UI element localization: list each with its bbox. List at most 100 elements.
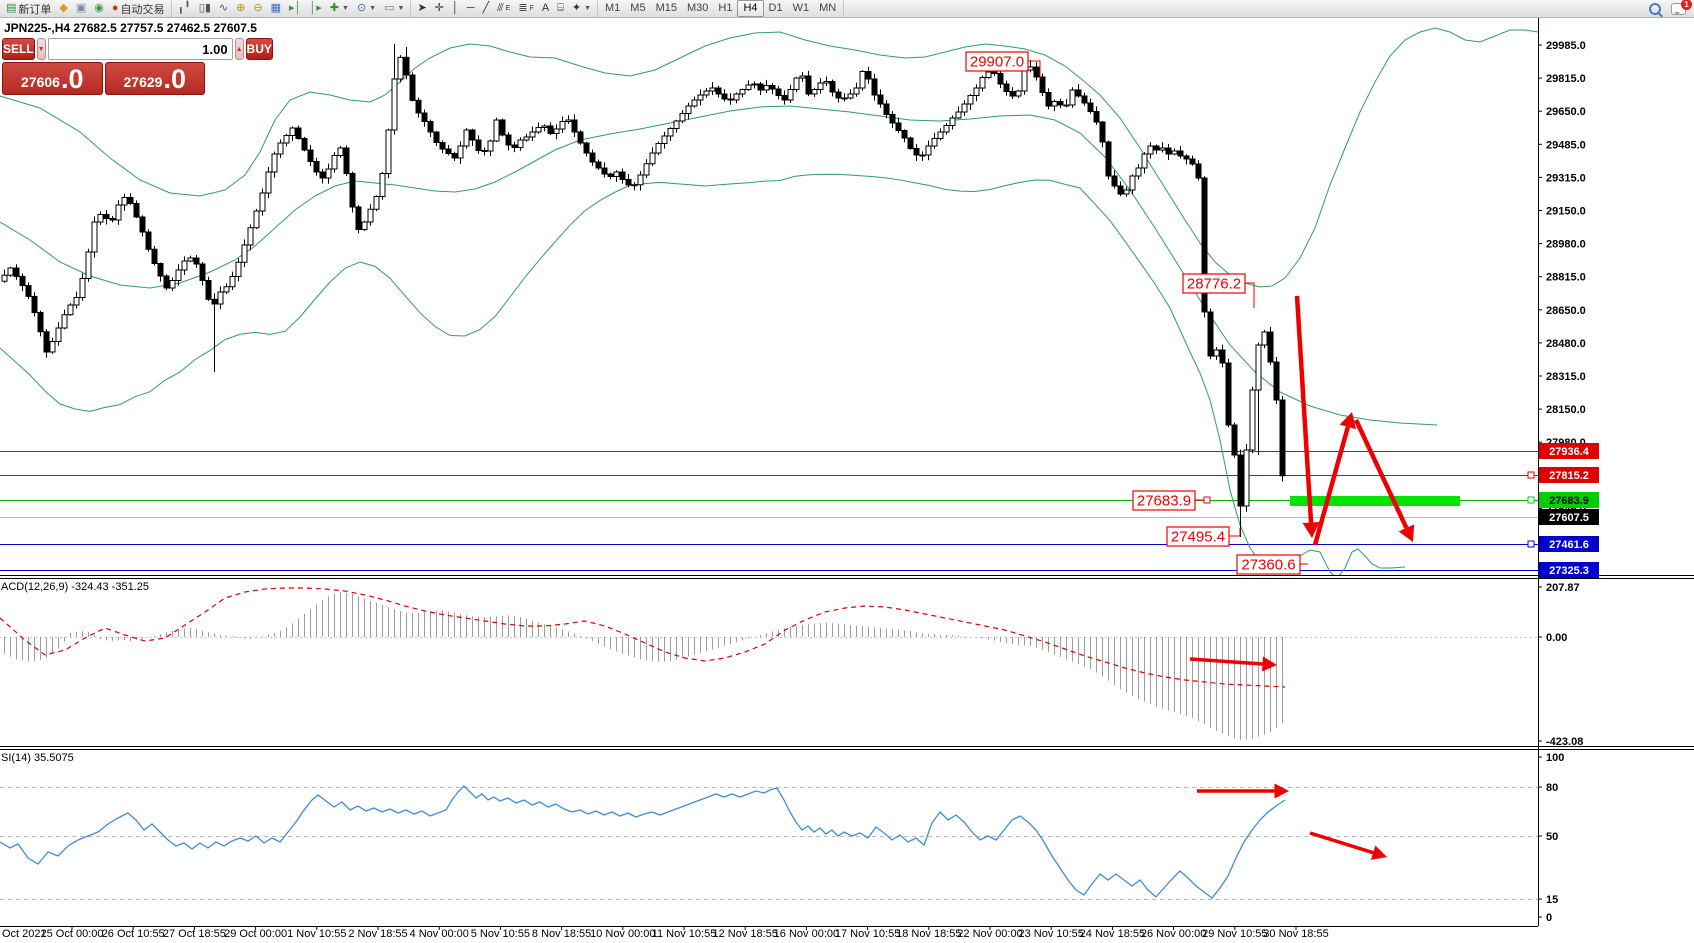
sell-price-pips: .0 xyxy=(60,64,84,94)
price-annotation-label[interactable]: 27683.9 xyxy=(1132,490,1211,511)
arrows-icon: ✦ xyxy=(571,2,582,14)
periods-icon: ⊙ xyxy=(356,2,367,14)
candles xyxy=(1,44,1286,537)
icon-subscript: E xyxy=(505,5,511,12)
timeframe-w1[interactable]: W1 xyxy=(792,2,810,14)
macd-histogram xyxy=(4,592,1283,740)
timeframe-m30[interactable]: M30 xyxy=(686,2,709,14)
svg-text:15: 15 xyxy=(1546,894,1558,906)
text-icon: A xyxy=(541,2,550,14)
svg-text:0.00: 0.00 xyxy=(1546,632,1567,644)
svg-text:27683.9: 27683.9 xyxy=(1549,495,1589,507)
auto-trading-icon: ● xyxy=(111,2,119,14)
svg-text:27325.3: 27325.3 xyxy=(1549,565,1589,577)
svg-text:29985.0: 29985.0 xyxy=(1546,40,1586,52)
vertical-line-button[interactable]: │ xyxy=(448,0,463,17)
svg-text:27936.4: 27936.4 xyxy=(1549,446,1590,458)
zoom-in-button[interactable]: ⊕ xyxy=(232,0,249,17)
market-watch-button[interactable]: ▣ xyxy=(72,0,90,17)
text-label-icon: ⌸ xyxy=(557,2,564,14)
toolbar: ▤ 新订单 ◆ ▣ ◉ ● 自动交易 ╻╹ ▯▮ ∿ ⊕ ⊖ ▦ ▸│ │▸ ✚ ▼ ⊙ ▼ ▭ ▼ ➤ ✛ │ ─ ╱ ⫻ E ≣ F A… xyxy=(0,0,1694,18)
svg-text:26 Oct 10:55: 26 Oct 10:55 xyxy=(102,928,165,940)
line-chart-mode-button[interactable]: ∿ xyxy=(215,0,232,17)
new-order-icon: ▤ xyxy=(6,2,17,14)
sell-button[interactable]: SELL xyxy=(2,38,35,60)
svg-text:29907.0: 29907.0 xyxy=(970,54,1024,71)
volume-increase-button[interactable]: ▲ xyxy=(234,38,244,60)
timeframe-m1[interactable]: M1 xyxy=(605,2,621,14)
indicators-button[interactable]: ✚ ▼ xyxy=(326,0,353,17)
bar-chart-mode-icon: ╻╹ xyxy=(177,2,191,14)
price-annotation-label[interactable]: 28776.2 xyxy=(1182,273,1255,308)
svg-text:27815.2: 27815.2 xyxy=(1549,470,1589,482)
line-chart-mode-icon: ∿ xyxy=(218,2,229,14)
svg-text:12 Nov 18:55: 12 Nov 18:55 xyxy=(712,928,777,940)
svg-text:22 Nov 00:00: 22 Nov 00:00 xyxy=(957,928,1022,940)
crosshair-button[interactable]: ✛ xyxy=(431,0,448,17)
periods-button[interactable]: ⊙ ▼ xyxy=(353,0,380,17)
price-annotation-label[interactable]: 27360.6 xyxy=(1236,554,1308,575)
timeframe-mn[interactable]: MN xyxy=(819,2,837,14)
price-tag: 27815.2 xyxy=(1527,467,1599,483)
main-price-panel: 29907.0 28776.2 27683.9 27495.4 27360.6 xyxy=(0,27,1538,575)
zoom-in-icon: ⊕ xyxy=(236,2,246,14)
buy-price[interactable]: 27629 .0 xyxy=(104,62,205,95)
new-order-button[interactable]: ▤ 新订单 xyxy=(2,0,55,17)
cursor-button[interactable]: ➤ xyxy=(413,0,430,17)
search-icon[interactable] xyxy=(1649,2,1661,15)
sell-price[interactable]: 27606 .0 xyxy=(2,62,103,95)
chat-icon[interactable]: 1 xyxy=(1671,0,1692,15)
cursor-icon: ➤ xyxy=(417,2,427,14)
chevron-down-icon: ▼ xyxy=(369,5,377,12)
templates-icon: ▭ xyxy=(384,2,395,14)
svg-text:29485.0: 29485.0 xyxy=(1546,139,1586,151)
channel-button[interactable]: ⫻ E xyxy=(493,0,514,17)
chevron-down-icon: ▼ xyxy=(342,5,349,12)
text-button[interactable]: A xyxy=(538,0,553,17)
data-window-button[interactable]: ◉ xyxy=(90,0,108,17)
svg-text:23 Nov 10:55: 23 Nov 10:55 xyxy=(1018,928,1083,940)
auto-trading-button[interactable]: ● 自动交易 xyxy=(108,0,169,17)
svg-text:100: 100 xyxy=(1546,752,1564,764)
zoom-out-button[interactable]: ⊖ xyxy=(249,0,266,17)
svg-text:29150.0: 29150.0 xyxy=(1546,206,1586,218)
svg-text:27 Oct 18:55: 27 Oct 18:55 xyxy=(163,928,226,940)
volume-input[interactable] xyxy=(47,38,233,60)
timeframe-h4[interactable]: H4 xyxy=(737,0,764,17)
macd-label: ACD(12,26,9) -324.43 -351.25 xyxy=(1,581,149,593)
timeframe-m5[interactable]: M5 xyxy=(630,2,646,14)
arrows-button[interactable]: ✦ ▼ xyxy=(568,0,595,17)
price-axis[interactable]: 29985.0 29815.0 29650.0 29485.0 29315.0 29150… xyxy=(1527,40,1599,924)
bar-chart-mode-button[interactable]: ╻╹ xyxy=(174,0,195,17)
trend-arrows[interactable] xyxy=(1294,295,1415,546)
support-zone-bar[interactable] xyxy=(1290,496,1460,506)
svg-text:28980.0: 28980.0 xyxy=(1546,239,1586,251)
text-label-button[interactable]: ⌸ xyxy=(553,0,568,17)
svg-text:29 Nov 10:55: 29 Nov 10:55 xyxy=(1202,928,1267,940)
timeframe-m15[interactable]: M15 xyxy=(655,2,677,14)
horizontal-line-button[interactable]: ─ xyxy=(463,0,479,17)
price-annotation-label[interactable]: 27495.4 xyxy=(1166,526,1241,547)
svg-text:28815.0: 28815.0 xyxy=(1546,272,1586,284)
candle-chart-mode-button[interactable]: ▯▮ xyxy=(195,0,215,17)
price-annotation-label[interactable]: 29907.0 xyxy=(965,51,1041,79)
svg-text:50: 50 xyxy=(1546,831,1558,843)
timeframe-h1[interactable]: H1 xyxy=(718,2,733,14)
channel-icon: ⫻ xyxy=(497,2,504,14)
svg-text:27683.9: 27683.9 xyxy=(1137,493,1191,510)
svg-text:27461.6: 27461.6 xyxy=(1549,539,1589,551)
tile-windows-button[interactable]: ▦ xyxy=(267,0,285,17)
price-tag: 27607.5 xyxy=(1539,509,1599,525)
gold-cube-button[interactable]: ◆ xyxy=(55,0,71,17)
svg-text:29 Oct 00:00: 29 Oct 00:00 xyxy=(224,928,287,940)
templates-button[interactable]: ▭ ▼ xyxy=(380,0,408,17)
auto-scroll-button[interactable]: ▸│ xyxy=(285,0,305,17)
trendline-button[interactable]: ╱ xyxy=(479,0,494,17)
timeframe-d1[interactable]: D1 xyxy=(768,2,783,14)
volume-decrease-button[interactable]: ▼ xyxy=(36,38,46,60)
buy-button[interactable]: BUY xyxy=(245,38,273,60)
chart-shift-button[interactable]: │▸ xyxy=(305,0,325,17)
fibonacci-button[interactable]: ≣ F xyxy=(514,0,538,17)
